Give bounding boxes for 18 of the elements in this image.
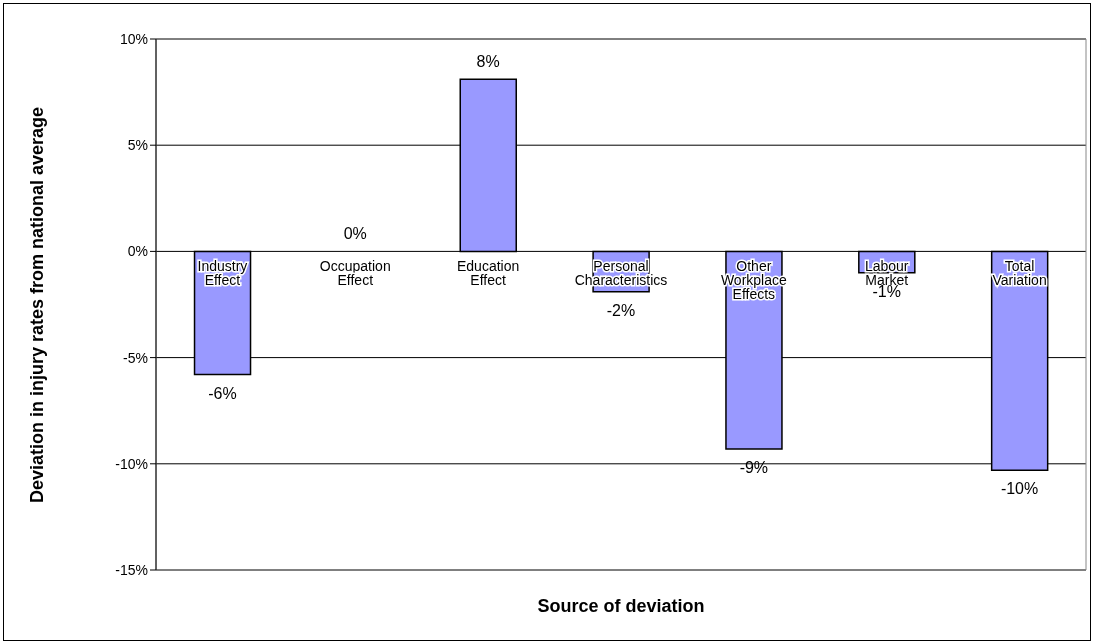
y-tick-label: 0% [127,243,148,260]
x-axis-title: Source of deviation [536,596,706,617]
y-tick-label: -10% [115,455,148,472]
data-label: -10% [1000,480,1039,498]
data-label: -2% [606,301,636,319]
y-tick-label: -15% [115,561,148,578]
x-tick-label: Industry Effect [197,258,248,289]
y-tick-label: -5% [123,349,148,366]
y-tick-label: 5% [127,137,148,154]
data-label: -6% [208,384,237,402]
x-tick-label: Occupation Effect [319,258,391,289]
data-label: 8% [476,53,500,71]
x-tick-label: Education Effect [457,258,520,289]
y-tick-label: 10% [119,30,148,47]
data-label: -9% [739,458,769,476]
y-axis-title: Deviation in injury rates from national average [26,105,48,505]
x-tick-label: Total Variation [992,258,1047,289]
data-label: 0% [343,225,367,243]
